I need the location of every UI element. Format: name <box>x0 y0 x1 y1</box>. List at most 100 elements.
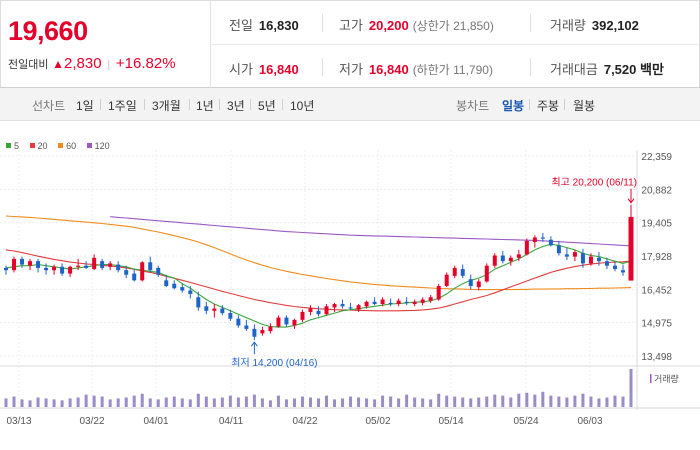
candle-body <box>220 308 225 314</box>
candle-body <box>516 254 521 258</box>
y-tick-label: 14,975 <box>641 319 672 330</box>
candle-body <box>204 306 209 311</box>
candle-body <box>108 263 113 267</box>
tab-divider <box>144 99 145 110</box>
tab-3years[interactable]: 3년 <box>227 99 245 113</box>
candle-body <box>292 319 297 326</box>
candle-chart-title: 봉차트 <box>456 99 490 113</box>
tab-monthly[interactable]: 월봉 <box>573 99 596 113</box>
candle-body <box>132 273 137 281</box>
info-separator <box>322 14 323 32</box>
volume-bar <box>541 391 545 407</box>
candle-body <box>228 313 233 319</box>
tab-daily[interactable]: 일봉 <box>502 99 525 113</box>
legend-swatch <box>58 143 64 148</box>
tab-1day[interactable]: 1일 <box>76 99 94 113</box>
candle-body <box>300 311 305 320</box>
candle-body <box>20 258 25 265</box>
volume-bar <box>28 400 32 407</box>
tab-10years[interactable]: 10년 <box>290 99 315 113</box>
tab-1year[interactable]: 1년 <box>196 99 214 113</box>
volume-bar <box>164 397 168 407</box>
candle-body <box>548 239 553 246</box>
candle-body <box>372 301 377 305</box>
candle-body <box>540 237 545 239</box>
volume-bars <box>4 369 633 407</box>
volume-bar <box>477 397 481 407</box>
volume-label: 거래량 <box>654 373 679 384</box>
volume-bar <box>485 396 489 407</box>
volume-bar <box>252 394 256 407</box>
open-label: 시가 <box>229 62 253 77</box>
legend-label: 60 <box>66 141 77 151</box>
lower-limit: (하한가 11,790) <box>412 63 493 77</box>
candle-body <box>580 253 585 264</box>
candle-body <box>276 317 281 327</box>
legend-label: 5 <box>14 141 20 151</box>
volume-value: 392,102 <box>591 18 639 33</box>
x-tick-label: 03/13 <box>6 416 31 427</box>
low-label: 저가 <box>339 62 363 77</box>
candle-body <box>612 265 617 270</box>
volume-bar <box>188 399 192 407</box>
tab-divider <box>282 99 283 110</box>
candle-body <box>348 307 353 309</box>
legend-swatch <box>86 143 92 148</box>
volume-bar <box>605 397 609 407</box>
candle-body <box>316 310 321 315</box>
change-line: 전일대비 ▲2,830 | +16.82% <box>8 55 176 72</box>
tab-1week[interactable]: 1주일 <box>108 99 137 113</box>
candle-body <box>148 262 153 271</box>
candle-body <box>412 301 417 305</box>
legend-swatch <box>29 143 35 148</box>
volume-label: 거래량 <box>550 18 586 33</box>
volume-bar <box>156 399 160 407</box>
volume-bar <box>60 400 64 407</box>
candle-body <box>4 267 8 271</box>
volume-bar <box>349 396 353 407</box>
volume-bar <box>276 395 280 407</box>
volume-bar <box>509 397 513 407</box>
prev-close-label: 전일 <box>229 18 253 33</box>
volume-bar <box>389 396 393 407</box>
x-tick-label: 05/02 <box>365 416 390 427</box>
candle-body <box>404 301 409 303</box>
x-tick-label: 04/11 <box>219 416 244 427</box>
volume-bar <box>300 396 304 407</box>
volume-bar <box>204 396 208 407</box>
candle-body <box>68 266 73 274</box>
volume-bar <box>68 398 72 407</box>
volume-bar <box>4 398 8 407</box>
volume-bar <box>549 395 553 407</box>
candle-body <box>156 267 161 275</box>
y-tick-label: 13,498 <box>641 352 672 363</box>
volume-bar <box>461 397 465 407</box>
volume-bar <box>76 397 80 407</box>
low-price: 저가 16,840 (하한가 11,790) <box>339 59 493 78</box>
open-value: 16,840 <box>258 62 299 77</box>
info-separator <box>322 58 323 76</box>
current-price: 19,660 <box>8 16 88 46</box>
line-chart-title: 선차트 <box>32 99 66 113</box>
volume-bar <box>36 397 40 407</box>
prev-close: 전일 16,830 <box>229 15 299 34</box>
tab-weekly[interactable]: 주봉 <box>537 99 560 113</box>
volume-bar <box>341 398 345 407</box>
candle-body <box>116 264 121 271</box>
candle-body <box>100 261 105 268</box>
volume-bar <box>629 369 633 407</box>
legend-ma5: 5 <box>6 141 19 151</box>
candle-body <box>268 326 273 332</box>
candle-body <box>388 302 393 305</box>
volume-bar <box>284 399 288 407</box>
legend-ma60: 60 <box>58 141 76 151</box>
legend-label: 120 <box>94 141 110 151</box>
tab-5years[interactable]: 5년 <box>258 99 276 113</box>
high-arrow-icon <box>627 198 635 204</box>
price-box: 19,660 전일대비 ▲2,830 | +16.82% <box>1 1 211 88</box>
volume-bar <box>124 397 128 407</box>
tab-3months[interactable]: 3개월 <box>152 99 181 113</box>
candle-body <box>212 308 217 311</box>
candle-body <box>236 318 241 326</box>
